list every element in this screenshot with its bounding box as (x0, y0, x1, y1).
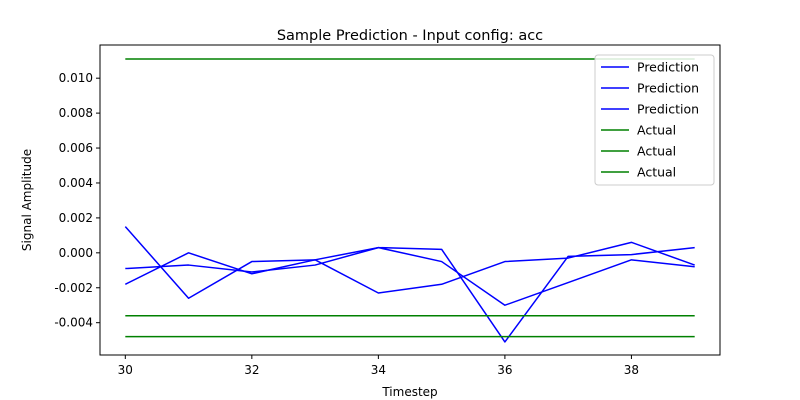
x-axis-ticks: 30 32 34 36 38 (118, 355, 639, 377)
series-line-2 (125, 246, 695, 306)
legend-label: Actual (637, 165, 676, 180)
series-line-1 (124, 226, 695, 299)
y-tick-label: -0.004 (54, 316, 93, 330)
y-tick-label: -0.002 (54, 281, 93, 295)
chart-title: Sample Prediction - Input config: acc (277, 28, 543, 44)
x-tick-label: 36 (497, 363, 512, 377)
y-tick-label: 0.000 (59, 246, 93, 260)
series-line-3 (124, 246, 695, 343)
series-layer (124, 58, 695, 343)
legend-label: Prediction (637, 81, 699, 96)
y-axis-label: Signal Amplitude (20, 149, 34, 251)
y-axis-ticks: -0.004 -0.002 0.000 0.002 0.004 0.006 0.008 0.0… (54, 71, 100, 330)
x-tick-label: 30 (118, 363, 133, 377)
legend-label: Actual (637, 123, 676, 138)
y-tick-label: 0.006 (59, 141, 93, 155)
y-tick-label: 0.002 (59, 211, 93, 225)
x-tick-label: 32 (244, 363, 259, 377)
x-tick-label: 34 (371, 363, 386, 377)
legend-label: Prediction (637, 60, 699, 75)
y-tick-label: 0.004 (59, 176, 93, 190)
legend: Prediction Prediction Prediction Actual Actu… (594, 54, 715, 186)
legend-label: Prediction (637, 102, 699, 117)
y-tick-label: 0.010 (59, 71, 93, 85)
legend-label: Actual (637, 144, 676, 159)
x-tick-label: 38 (624, 363, 639, 377)
y-tick-label: 0.008 (59, 106, 93, 120)
plot-frame (99, 44, 721, 356)
x-axis-label: Timestep (381, 385, 437, 399)
